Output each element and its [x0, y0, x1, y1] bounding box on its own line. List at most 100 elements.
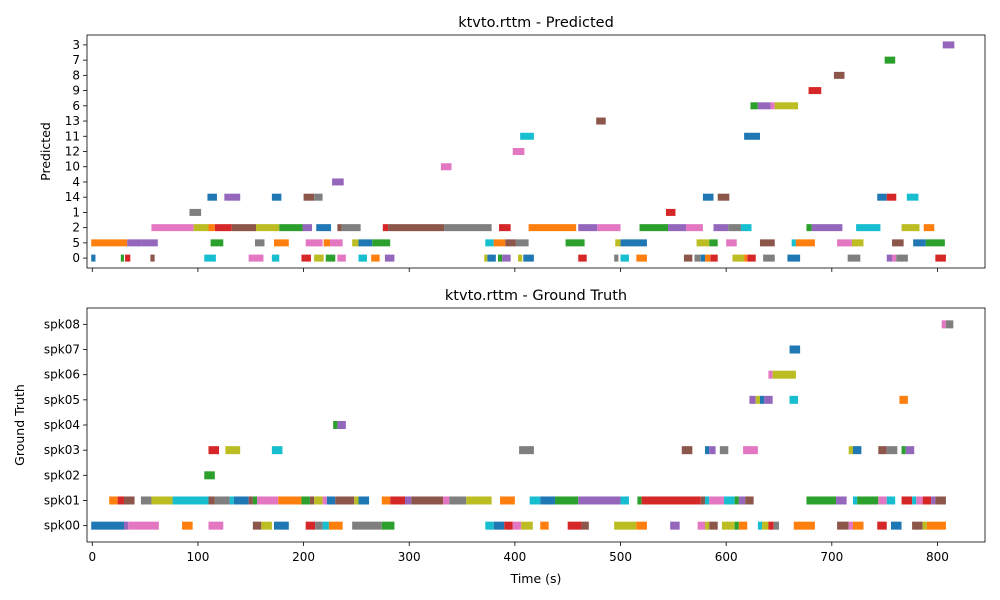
segment-bar: [567, 521, 582, 530]
x-tick-label: 800: [926, 550, 949, 564]
segment-bar: [614, 254, 619, 262]
segment-bar: [515, 239, 529, 247]
segment-bar: [852, 521, 864, 530]
segment-bar: [668, 224, 687, 232]
segment-bar: [912, 521, 923, 530]
segment-bar: [637, 496, 642, 505]
segment-bar: [316, 224, 332, 232]
segment-bar: [710, 254, 718, 262]
segment-bar: [709, 446, 716, 455]
y-tick-label: spk06: [44, 368, 80, 382]
segment-bar: [390, 496, 405, 505]
segment-bar: [925, 239, 945, 247]
x-tick-label: 700: [820, 550, 843, 564]
segment-bar: [384, 254, 395, 262]
segment-bar: [271, 446, 283, 455]
segment-bar: [358, 496, 370, 505]
segment-bar: [128, 521, 159, 530]
segment-bar: [208, 496, 215, 505]
segment-bar: [372, 239, 391, 247]
segment-bar: [123, 496, 135, 505]
segment-bar: [705, 521, 710, 530]
segment-bar: [732, 254, 745, 262]
x-tick-label: 200: [292, 550, 315, 564]
y-tick-label: 11: [65, 129, 80, 143]
segment-bar: [912, 496, 917, 505]
segment-bar: [371, 254, 380, 262]
segment-bar: [193, 224, 209, 232]
segment-bar: [686, 224, 703, 232]
chart-panel-ground-truth: spk00 spk01 spk02 spk03 spk04 spk05 spk06 spk07…: [12, 288, 986, 586]
segment-bar: [252, 496, 258, 505]
segment-bar: [303, 193, 315, 201]
y-tick-label: 8: [72, 68, 80, 82]
segment-bar: [721, 521, 735, 530]
segment-bar: [382, 224, 389, 232]
segment-bar: [890, 521, 902, 530]
segment-bar: [620, 496, 629, 505]
segment-bar: [759, 239, 775, 247]
y-tick-label: spk03: [44, 443, 80, 457]
segment-bar: [411, 496, 444, 505]
segment-bar: [278, 496, 302, 505]
segment-bar: [789, 345, 801, 354]
y-tick-label: 14: [65, 190, 80, 204]
segment-bar: [358, 254, 367, 262]
segment-bar: [274, 239, 289, 247]
segment-bar: [150, 254, 155, 262]
y-tick-label: spk00: [44, 519, 80, 533]
x-tick-label: 500: [609, 550, 632, 564]
segment-bar: [852, 496, 858, 505]
segment-bar: [210, 239, 224, 247]
segment-bar: [681, 446, 693, 455]
segment-bar: [204, 471, 215, 480]
segment-bar: [683, 254, 693, 262]
segment-bar: [315, 521, 323, 530]
segment-bar: [578, 254, 587, 262]
segment-bar: [214, 224, 232, 232]
segment-bar: [182, 521, 193, 530]
segment-bar: [738, 496, 746, 505]
segment-bar: [520, 132, 534, 140]
segment-bar: [665, 208, 676, 216]
segment-bar: [512, 148, 525, 155]
segment-bar: [440, 163, 452, 171]
segment-bar: [852, 446, 862, 455]
segment-bar: [125, 254, 131, 262]
segment-bar: [901, 446, 906, 455]
segment-bar: [892, 254, 897, 262]
segment-bar: [305, 239, 323, 247]
segment-bar: [337, 224, 342, 232]
segment-bar: [836, 496, 847, 505]
segment-bar: [444, 224, 492, 232]
segment-bar: [91, 239, 128, 247]
segment-bar: [322, 496, 327, 505]
segment-bar: [485, 521, 494, 530]
segment-bar: [225, 446, 241, 455]
y-tick-label: 1: [72, 205, 80, 219]
segment-bar: [333, 421, 338, 429]
segment-bar: [91, 254, 96, 262]
segment-bar: [91, 521, 124, 530]
segment-bar: [717, 193, 730, 201]
plot-frame: [86, 34, 986, 269]
segment-bar: [935, 496, 946, 505]
segment-bar: [734, 496, 739, 505]
segment-bar: [789, 395, 798, 404]
segment-bar: [309, 496, 315, 505]
segment-bar: [877, 521, 887, 530]
segment-bar: [705, 496, 710, 505]
segment-bar: [719, 446, 729, 455]
segment-bar: [493, 521, 505, 530]
segment-bar: [750, 102, 758, 110]
segment-bar: [757, 521, 763, 530]
segment-bar: [279, 224, 303, 232]
segment-bar: [335, 496, 355, 505]
segment-bar: [734, 521, 739, 530]
segment-bar: [848, 521, 853, 530]
segment-bar: [639, 224, 669, 232]
segment-bar: [935, 254, 946, 262]
segment-bar: [596, 117, 606, 125]
segment-bar: [886, 446, 898, 455]
